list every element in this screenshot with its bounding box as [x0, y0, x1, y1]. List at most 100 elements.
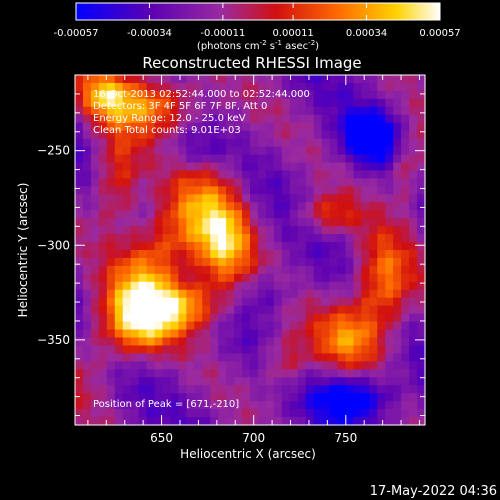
- heatmap-cell: [106, 369, 116, 378]
- heatmap-cell: [194, 353, 203, 362]
- heatmap-cell: [329, 90, 339, 100]
- heatmap-cell: [409, 385, 418, 394]
- heatmap-cell: [226, 178, 235, 187]
- heatmap-cell: [361, 194, 370, 203]
- heatmap-cell: [178, 226, 187, 235]
- heatmap-cell: [297, 82, 307, 92]
- heatmap-cell: [329, 218, 339, 227]
- heatmap-cell: [329, 305, 339, 315]
- heatmap-cell: [210, 170, 219, 179]
- heatmap-cell: [345, 194, 354, 203]
- heatmap-cell: [345, 170, 354, 179]
- heatmap-cell: [186, 186, 195, 195]
- heatmap-cell: [401, 226, 410, 235]
- heatmap-cell: [162, 265, 172, 275]
- heatmap-cell: [146, 186, 156, 195]
- heatmap-cell: [305, 226, 315, 235]
- heatmap-cell: [289, 369, 299, 378]
- heatmap-cell: [170, 138, 179, 148]
- heatmap-cell: [186, 345, 195, 354]
- heatmap-cell: [202, 329, 211, 339]
- heatmap-cell: [82, 409, 92, 418]
- heatmap-cell: [122, 122, 132, 132]
- heatmap-cell: [305, 170, 315, 179]
- heatmap-cell: [226, 114, 235, 124]
- heatmap-cell: [154, 146, 164, 156]
- heatmap-cell: [202, 265, 211, 275]
- heatmap-cell: [98, 106, 108, 116]
- heatmap-cell: [313, 226, 323, 235]
- heatmap-cell: [281, 106, 291, 116]
- heatmap-cell: [75, 361, 84, 370]
- heatmap-cell: [377, 313, 386, 323]
- heatmap-cell: [186, 250, 195, 259]
- heatmap-cell: [98, 170, 108, 179]
- heatmap-cell: [377, 210, 386, 219]
- heatmap-cell: [409, 250, 418, 259]
- heatmap-cell: [281, 345, 291, 354]
- heatmap-cell: [250, 82, 259, 92]
- heatmap-cell: [186, 218, 195, 227]
- heatmap-cell: [385, 369, 394, 378]
- heatmap-cell: [178, 250, 187, 259]
- heatmap-cell: [250, 361, 259, 370]
- heatmap-cell: [75, 138, 84, 148]
- heatmap-cell: [353, 122, 362, 132]
- heatmap-cell: [361, 329, 370, 339]
- heatmap-cell: [178, 234, 187, 243]
- heatmap-cell: [353, 178, 362, 187]
- heatmap-cell: [369, 242, 378, 251]
- heatmap-cell: [162, 250, 172, 259]
- heatmap-cell: [242, 369, 251, 378]
- heatmap-cell: [265, 401, 275, 410]
- heatmap-cell: [186, 289, 195, 299]
- heatmap-cell: [329, 82, 339, 92]
- heatmap-cell: [257, 210, 267, 219]
- heatmap-cell: [146, 82, 156, 92]
- heatmap-cell: [186, 305, 195, 315]
- heatmap-cell: [257, 250, 267, 259]
- heatmap-cell: [178, 98, 187, 108]
- heatmap-cell: [321, 242, 331, 251]
- heatmap-cell: [305, 218, 315, 227]
- heatmap-cell: [297, 98, 307, 108]
- heatmap-cell: [162, 337, 172, 347]
- heatmap-cell: [329, 202, 339, 211]
- heatmap-cell: [218, 257, 227, 267]
- heatmap-cell: [194, 401, 203, 410]
- heatmap-cell: [393, 353, 402, 362]
- heatmap-cell: [353, 345, 362, 354]
- heatmap-cell: [313, 289, 323, 299]
- heatmap-cell: [305, 114, 315, 124]
- heatmap-cell: [361, 273, 370, 283]
- heatmap-cell: [305, 361, 315, 370]
- heatmap-cell: [106, 210, 116, 219]
- heatmap-cell: [305, 265, 315, 275]
- heatmap-cell: [289, 393, 299, 402]
- heatmap-cell: [138, 321, 148, 331]
- heatmap-cell: [377, 234, 386, 243]
- heatmap-cell: [289, 265, 299, 275]
- heatmap-cell: [297, 265, 307, 275]
- heatmap-cell: [170, 82, 179, 92]
- heatmap-cell: [329, 401, 339, 410]
- heatmap-cell: [369, 162, 378, 172]
- heatmap-cell: [345, 75, 354, 84]
- heatmap-cell: [369, 321, 378, 331]
- heatmap-cell: [202, 162, 211, 172]
- heatmap-cell: [273, 250, 283, 259]
- heatmap-cell: [329, 154, 339, 164]
- heatmap-cell: [297, 385, 307, 394]
- heatmap-cell: [162, 130, 172, 140]
- heatmap-cell: [385, 210, 394, 219]
- heatmap-cell: [385, 329, 394, 339]
- heatmap-cell: [297, 409, 307, 418]
- heatmap-cell: [329, 178, 339, 187]
- heatmap-cell: [210, 226, 219, 235]
- heatmap-cell: [226, 385, 235, 394]
- heatmap-cell: [353, 202, 362, 211]
- heatmap-cell: [226, 162, 235, 172]
- heatmap-cell: [202, 90, 211, 100]
- heatmap-cell: [90, 82, 100, 92]
- heatmap-cell: [98, 82, 108, 92]
